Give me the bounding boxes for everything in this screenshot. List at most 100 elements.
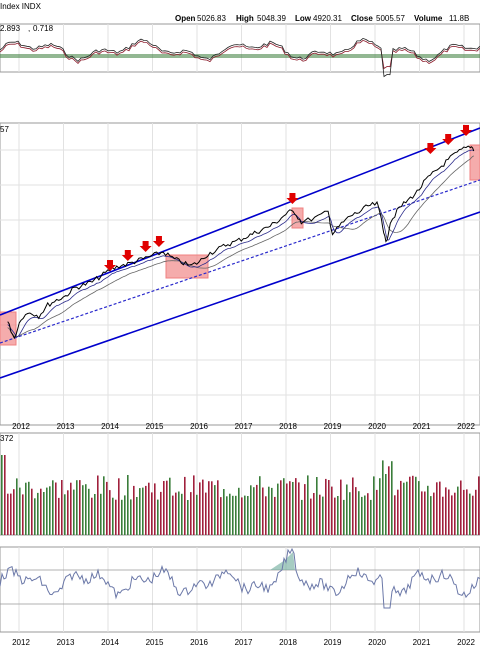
- volume-bar: [268, 486, 270, 535]
- volume-bar: [220, 497, 222, 535]
- volume-bar: [403, 482, 405, 535]
- close-label: Close: [351, 14, 373, 23]
- volume-bar: [109, 490, 111, 535]
- volume-bar: [418, 481, 420, 535]
- sell-arrow-icon: [286, 193, 299, 204]
- rsi-overbought-fill: [270, 552, 295, 570]
- volume-bar: [154, 483, 156, 535]
- volume-bar: [199, 482, 201, 535]
- volume-bar: [112, 497, 114, 535]
- volume-bar: [469, 493, 471, 535]
- volume-bar: [61, 480, 63, 535]
- panel-frames: [0, 23, 480, 633]
- volume-bar: [271, 487, 273, 535]
- year-tick-label: 2021: [413, 638, 431, 647]
- open-value: 5026.83: [197, 14, 226, 23]
- volume-bar: [400, 480, 402, 535]
- year-tick-label: 2019: [324, 638, 342, 647]
- rsi-line: [0, 547, 480, 609]
- volume-label: Volume: [414, 14, 443, 23]
- volume-bar: [310, 498, 312, 535]
- volume-bar: [436, 482, 438, 535]
- volume-bar: [286, 483, 288, 535]
- volume-bar: [43, 492, 45, 535]
- volume-bar: [466, 489, 468, 535]
- volume-bar: [13, 489, 15, 535]
- volume-bar: [430, 496, 432, 535]
- volume-bar: [367, 493, 369, 535]
- volume-bar: [358, 491, 360, 535]
- volume-bar: [364, 495, 366, 535]
- volume-bar: [142, 487, 144, 535]
- year-tick-label: 2016: [190, 638, 208, 647]
- low-value: 4920.31: [313, 14, 342, 23]
- volume-bar: [379, 478, 381, 535]
- volume-value: 11.8B: [449, 14, 469, 23]
- volume-bar: [166, 480, 168, 535]
- macd-signal-line: [0, 39, 480, 70]
- volume-bar: [52, 480, 54, 535]
- volume-bar: [256, 484, 258, 535]
- volume-bar: [343, 499, 345, 535]
- sell-arrow-icon: [139, 241, 152, 252]
- low-label: Low: [295, 14, 312, 23]
- volume-bar: [280, 480, 282, 535]
- volume-bar: [103, 476, 105, 535]
- volume-bar: [229, 493, 231, 535]
- volume-bar: [124, 495, 126, 535]
- volume-bar: [73, 489, 75, 535]
- sell-arrow-icon: [442, 134, 455, 145]
- year-tick-label: 2020: [368, 422, 386, 431]
- volume-bar: [331, 486, 333, 535]
- sell-arrow-icon: [460, 125, 472, 136]
- volume-bar: [304, 484, 306, 535]
- volume-bar: [214, 485, 216, 535]
- volume-bar: [427, 485, 429, 535]
- volume-bar: [64, 494, 66, 535]
- volume-bar: [283, 478, 285, 535]
- volume-bar: [433, 492, 435, 535]
- volume-bar: [85, 484, 87, 535]
- volume-bar: [391, 461, 393, 535]
- macd-value-a: 2.893: [0, 24, 21, 33]
- volume-bar: [184, 476, 186, 535]
- moving-average-long: [7, 155, 475, 338]
- year-tick-label: 2015: [146, 422, 164, 431]
- sell-arrow-icon: [424, 143, 437, 154]
- volume-bar: [70, 482, 72, 535]
- highlight-box: [0, 311, 17, 346]
- highlight-box: [469, 144, 480, 181]
- volume-bar: [442, 496, 444, 535]
- volume-bar: [55, 482, 57, 535]
- macd-value-b: 0.718: [33, 24, 54, 33]
- volume-bar: [28, 481, 30, 535]
- channel-upper-line: [0, 127, 480, 316]
- high-label: High: [236, 14, 254, 23]
- volume-bar: [34, 498, 36, 535]
- volume-corner-label: 372: [0, 434, 14, 443]
- volume-bar: [307, 475, 309, 535]
- volume-bar: [160, 491, 162, 535]
- macd-indicator: [0, 37, 480, 78]
- volume-bar: [322, 496, 324, 535]
- volume-bar: [16, 478, 18, 535]
- volume-bar: [193, 475, 195, 535]
- volume-bar: [334, 497, 336, 535]
- volume-bar: [91, 497, 93, 535]
- volume-bar: [298, 482, 300, 535]
- volume-bar: [205, 492, 207, 535]
- volume-bar: [370, 499, 372, 535]
- volume-bar: [259, 476, 261, 535]
- volume-bar: [190, 492, 192, 535]
- volume-bar: [451, 495, 453, 535]
- volume-bar: [277, 483, 279, 535]
- year-tick-label: 2013: [57, 638, 75, 647]
- price-panel: [0, 125, 480, 379]
- volume-bar: [208, 481, 210, 535]
- volume-bar: [22, 494, 24, 535]
- price-corner-label: 57: [0, 125, 9, 134]
- volume-bar: [106, 481, 108, 535]
- volume-bar: [274, 496, 276, 535]
- volume-bar: [58, 497, 60, 535]
